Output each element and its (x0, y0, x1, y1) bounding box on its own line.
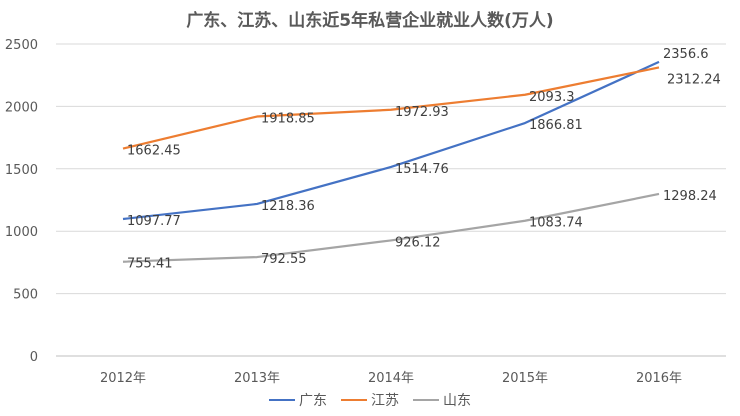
y-tick-label: 1500 (5, 163, 38, 178)
data-label: 926.12 (395, 235, 441, 250)
data-label: 2312.24 (667, 72, 721, 87)
legend-item-shandong: 山东 (413, 390, 471, 410)
y-tick-label: 500 (13, 288, 38, 303)
legend-swatch (413, 399, 439, 401)
x-tick-label: 2012年 (100, 371, 146, 386)
data-label: 2093.3 (529, 90, 575, 105)
data-label: 2356.6 (663, 47, 709, 62)
legend-label: 江苏 (371, 393, 399, 409)
data-label: 1514.76 (395, 162, 449, 177)
data-label: 1918.85 (261, 112, 315, 127)
data-label: 1097.77 (127, 214, 181, 229)
legend-swatch (269, 399, 295, 401)
series-line-1 (122, 66, 660, 150)
legend: 广东 江苏 山东 (0, 390, 740, 410)
x-tick-label: 2016年 (636, 371, 682, 386)
x-tick-label: 2014年 (368, 371, 414, 386)
data-label: 1083.74 (529, 216, 583, 231)
x-tick-label: 2013年 (234, 371, 280, 386)
data-label: 1662.45 (127, 144, 181, 159)
legend-item-guangdong: 广东 (269, 390, 327, 410)
data-label: 1972.93 (395, 105, 449, 120)
legend-label: 山东 (443, 393, 471, 409)
data-label: 1298.24 (663, 189, 717, 204)
data-label: 792.55 (261, 252, 307, 267)
chart-title: 广东、江苏、山东近5年私营企业就业人数(万人) (186, 11, 554, 31)
legend-item-jiangsu: 江苏 (341, 390, 399, 410)
legend-label: 广东 (299, 393, 327, 409)
x-tick-label: 2015年 (502, 371, 548, 386)
y-tick-label: 0 (30, 350, 38, 365)
legend-swatch (341, 399, 367, 401)
data-label: 755.41 (127, 257, 173, 272)
data-label: 1218.36 (261, 199, 315, 214)
y-tick-label: 1000 (5, 225, 38, 240)
y-tick-label: 2000 (5, 100, 38, 115)
y-tick-label: 2500 (5, 38, 38, 53)
series-line-0 (122, 60, 660, 221)
data-label: 1866.81 (529, 118, 583, 133)
